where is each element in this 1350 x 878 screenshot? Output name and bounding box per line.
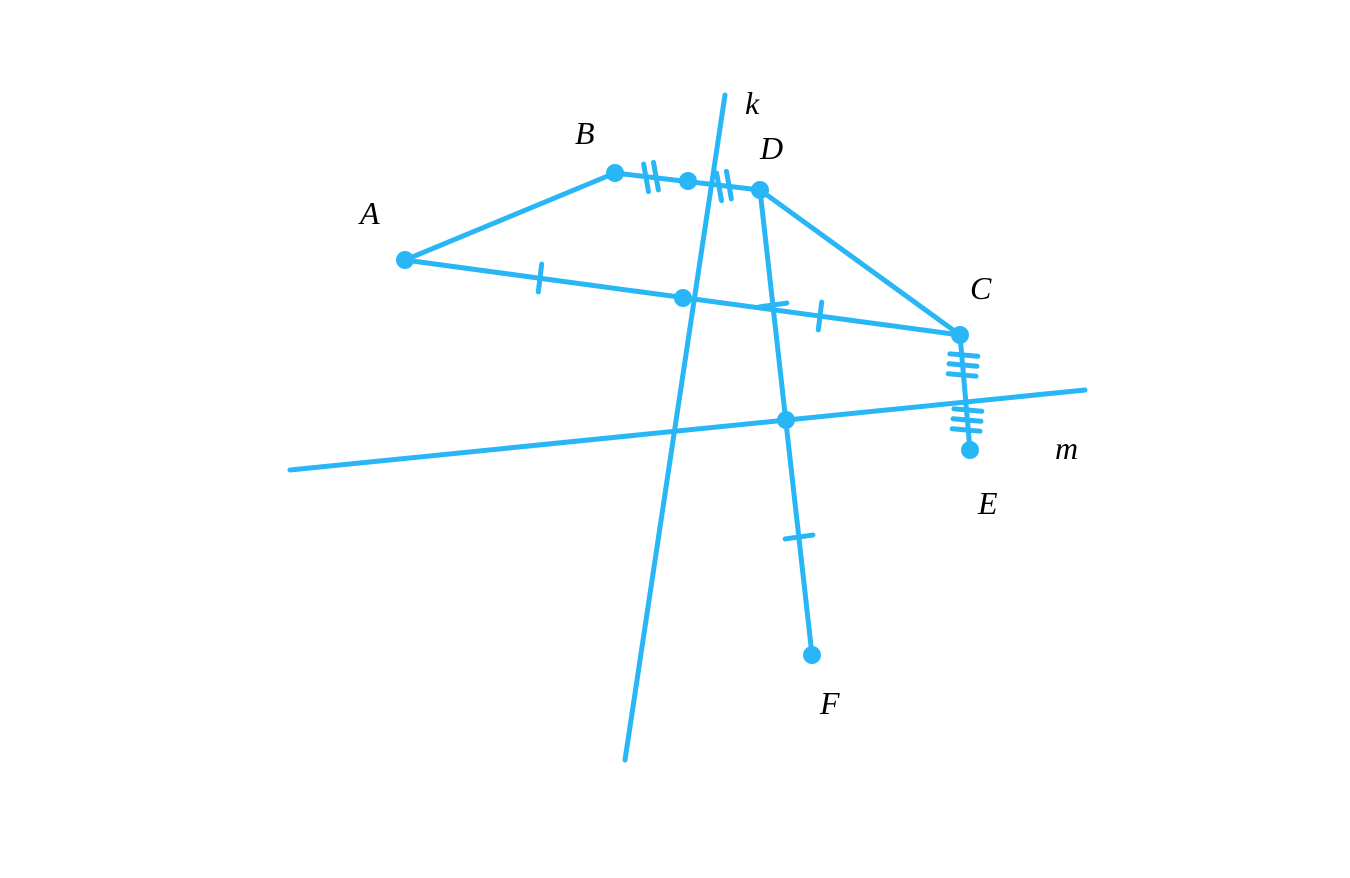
point-midDF_m — [777, 411, 795, 429]
point-A — [396, 251, 414, 269]
construction-points — [396, 164, 979, 664]
tick-DF — [759, 303, 787, 307]
label-line-m: m — [1055, 430, 1078, 467]
label-line-k: k — [745, 85, 759, 122]
geometry-diagram — [0, 0, 1350, 878]
point-E — [961, 441, 979, 459]
point-midAC — [674, 289, 692, 307]
line-AB — [405, 173, 615, 260]
label-E: E — [978, 485, 998, 522]
label-F: F — [820, 685, 840, 722]
point-B — [606, 164, 624, 182]
point-midBD_k — [679, 172, 697, 190]
point-D — [751, 181, 769, 199]
label-C: C — [970, 270, 991, 307]
label-B: B — [575, 115, 595, 152]
tick-DF — [785, 535, 813, 539]
tick-AC — [818, 302, 821, 330]
line-CE — [960, 335, 970, 450]
tick-CE — [952, 409, 982, 431]
label-D: D — [760, 130, 783, 167]
tick-CE — [948, 354, 978, 376]
point-C — [951, 326, 969, 344]
point-F — [803, 646, 821, 664]
tick-AC — [538, 264, 541, 292]
tick-marks — [538, 162, 982, 539]
label-A: A — [360, 195, 380, 232]
